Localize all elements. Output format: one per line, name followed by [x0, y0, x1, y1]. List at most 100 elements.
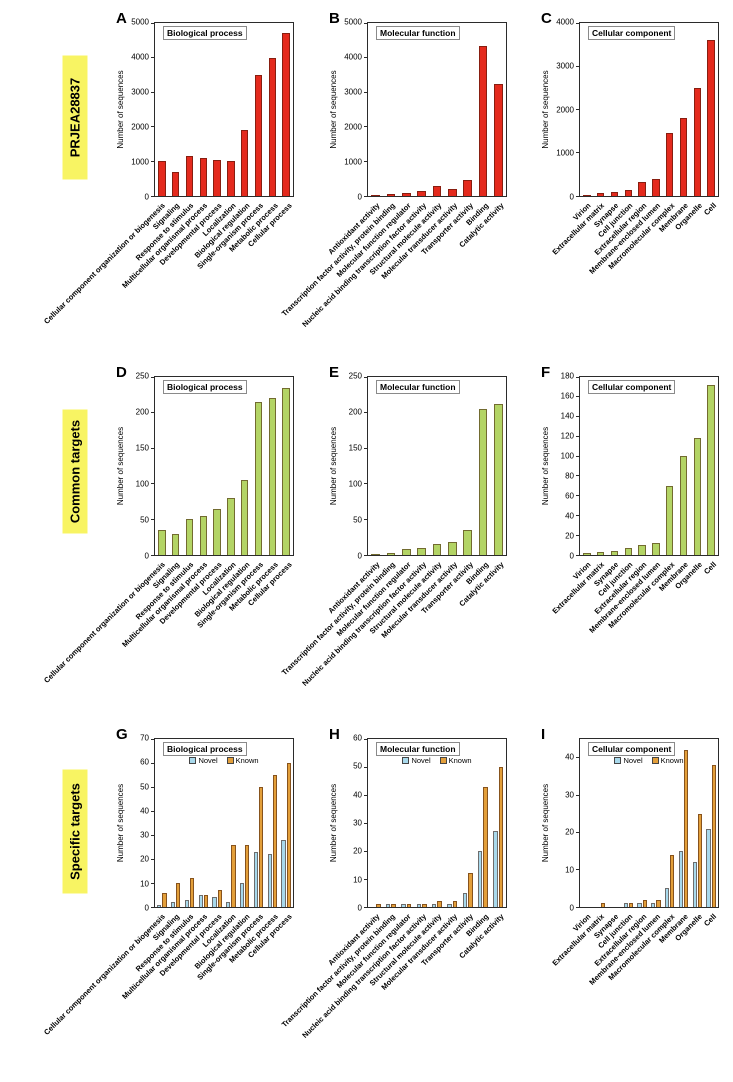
bar-known	[406, 904, 412, 907]
bar-slot	[491, 377, 506, 555]
bar	[638, 181, 646, 196]
bar-slot	[399, 23, 414, 196]
bar	[227, 161, 235, 196]
y-tick-mark	[151, 906, 155, 908]
bar-slot	[279, 739, 293, 907]
y-tick-label: 20	[565, 531, 574, 541]
y-tick-label: 2000	[556, 105, 574, 114]
y-tick-mark	[151, 483, 155, 485]
bar-slot	[690, 377, 704, 555]
y-tick-mark	[151, 762, 155, 764]
panel-letter: H	[329, 726, 340, 743]
legend-item: Known	[651, 756, 684, 765]
y-tick-label: 100	[560, 451, 574, 461]
bar-known	[245, 844, 250, 907]
bar	[282, 387, 290, 555]
bar	[610, 551, 619, 555]
x-axis-labels: Virion Extracellular matrix Synapse Cell ju…	[551, 199, 719, 359]
bar-novel	[281, 839, 286, 907]
bar-slot	[460, 739, 475, 907]
bar-slot	[704, 377, 718, 555]
y-tick-mark	[364, 766, 368, 768]
bar-known	[697, 813, 702, 907]
plot-area: Molecular function Novel Known	[364, 738, 507, 908]
y-tick-mark	[151, 554, 155, 556]
bar	[213, 159, 221, 196]
bar	[638, 545, 646, 555]
bar-slot	[169, 377, 183, 555]
bar-slot	[224, 377, 238, 555]
bar-known	[628, 903, 633, 907]
bar-novel	[477, 851, 483, 907]
legend-item: Known	[439, 756, 472, 765]
y-tick-mark	[576, 906, 580, 908]
bar-slot	[383, 377, 398, 555]
row-label-prjea28837: PRJEA28837	[62, 55, 88, 180]
y-tick-label: 0	[569, 551, 574, 561]
bar-slot	[635, 377, 649, 555]
bar-slot	[677, 23, 691, 196]
bar-novel	[623, 903, 628, 907]
x-axis-labels: Virion Extracellular matrix Synapse Cell ju…	[551, 910, 719, 1070]
bar-slot	[279, 23, 293, 196]
bar-slot	[580, 377, 594, 555]
bar	[199, 157, 208, 196]
y-tick-mark	[364, 794, 368, 796]
bar-known	[498, 767, 504, 907]
y-tick-label: 20	[140, 854, 149, 864]
bar-known	[258, 787, 264, 907]
bar-slot	[210, 23, 224, 196]
bar	[158, 161, 166, 196]
bar-known	[601, 903, 606, 907]
bar-slot	[383, 739, 398, 907]
y-axis-tick-labels: 0 10 20 30 40 50 60	[337, 734, 364, 913]
y-tick-label: 1000	[556, 148, 574, 158]
y-tick-label: 2000	[344, 122, 362, 132]
bar-slot	[155, 377, 169, 555]
chart-title: Biological process	[163, 26, 247, 40]
bar	[693, 87, 702, 196]
bar-known	[642, 899, 647, 907]
y-axis-tick-labels: 0 1000 2000 3000 4000 5000	[124, 18, 151, 202]
bar-slot	[414, 739, 429, 907]
bar	[624, 548, 633, 555]
bar	[213, 508, 221, 555]
bar-slot	[224, 23, 238, 196]
bar	[665, 133, 674, 196]
y-tick-label: 120	[560, 431, 574, 441]
legend-label: Known	[660, 756, 684, 765]
y-tick-mark	[151, 195, 155, 197]
y-tick-mark	[151, 57, 155, 59]
bar	[494, 83, 503, 196]
bar-slot	[252, 377, 266, 555]
panel-letter: E	[329, 364, 340, 381]
y-tick-label: 0	[144, 551, 149, 561]
bar-known	[162, 892, 167, 907]
y-tick-label: 10	[140, 879, 149, 889]
y-tick-label: 50	[140, 515, 149, 525]
bar-slot	[210, 739, 224, 907]
bar	[371, 553, 380, 555]
legend-item: Novel	[402, 756, 431, 765]
plot-area: Biological process	[151, 22, 294, 197]
bar-slot	[663, 739, 677, 907]
bar	[596, 193, 605, 196]
bar-known	[683, 750, 689, 907]
plot-area: Cellular component	[576, 376, 719, 556]
chart-title: Biological process	[163, 380, 247, 394]
bar-slot	[169, 739, 183, 907]
y-tick-mark	[364, 412, 368, 414]
y-tick-label: 100	[348, 479, 362, 489]
y-tick-label: 3000	[344, 87, 362, 97]
y-tick-mark	[151, 91, 155, 93]
y-axis-tick-labels: 0 20 40 60 80 100 120 140 160 180	[549, 372, 576, 561]
y-tick-label: 4000	[131, 52, 149, 62]
bar	[171, 171, 180, 196]
bar	[463, 530, 472, 555]
bar-slot	[368, 23, 383, 196]
legend: Novel Known	[155, 756, 293, 765]
panel-letter: G	[116, 726, 128, 743]
y-tick-label: 60	[353, 733, 362, 743]
bar-slot	[238, 739, 252, 907]
y-tick-mark	[151, 882, 155, 884]
